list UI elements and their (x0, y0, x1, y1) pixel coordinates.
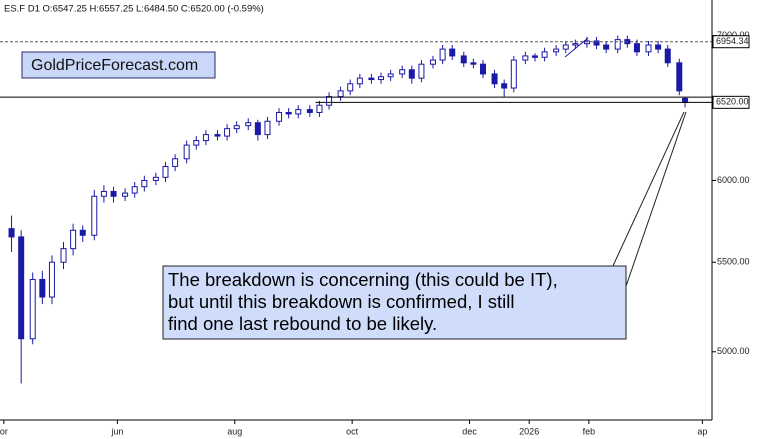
candle-body (682, 97, 689, 103)
candle-body (39, 278, 46, 298)
candle-body (245, 122, 252, 127)
candle-body (337, 90, 344, 98)
candle-body (510, 59, 517, 89)
price-label-box (712, 95, 750, 109)
header: ES.F D1 O:6547.25 H:6557.25 L:6484.50 C:… (4, 4, 264, 15)
candle-body (541, 51, 548, 58)
candle-body (408, 69, 415, 79)
annotation-box (162, 265, 627, 340)
candle-body (378, 76, 385, 81)
price-label: 6520.00 (716, 97, 749, 107)
candle-body (306, 109, 313, 113)
candle-body (491, 73, 498, 85)
candle-body (48, 261, 55, 298)
candle-body (501, 83, 508, 89)
candle-body (295, 109, 302, 115)
candle-body (60, 248, 67, 263)
candle-body (460, 55, 467, 64)
x-tick-label: feb (583, 426, 596, 436)
candle-body (614, 39, 621, 50)
y-tick-label: 7000.00 (717, 30, 750, 40)
candle-body (480, 63, 487, 75)
y-tick-label: 5000.00 (717, 346, 750, 356)
x-tick-label: dec (462, 426, 477, 436)
price-label-box (712, 35, 750, 49)
candle-body (214, 134, 221, 137)
candle-body (122, 192, 129, 197)
candle-body (347, 83, 354, 92)
candle-body (655, 44, 662, 50)
annotation-line: but until this breakdown is confirmed, I… (168, 291, 515, 312)
callout-pointer (611, 111, 685, 269)
x-tick-label: oct (346, 426, 359, 436)
watermark-box (21, 51, 216, 79)
candle-body (553, 48, 560, 53)
price-label: 6954.34 (716, 36, 749, 46)
candle-body (583, 40, 590, 45)
candle-body (183, 144, 190, 160)
x-tick-label: 2026 (519, 426, 539, 436)
candle-body (399, 69, 406, 75)
annotation-line: find one last rebound to be likely. (168, 313, 437, 334)
candle-body (562, 44, 569, 50)
candle-body (316, 104, 323, 113)
candle-body (470, 62, 477, 65)
candle-body (449, 48, 456, 57)
candle-body (100, 190, 107, 197)
trend-line (564, 37, 589, 58)
candle-body (603, 44, 610, 50)
candle-body (193, 140, 200, 146)
x-tick-label: aug (227, 426, 242, 436)
x-tick-label: jun (110, 426, 123, 436)
candle-body (254, 122, 261, 136)
candle-body (18, 236, 25, 340)
candle-body (418, 63, 425, 79)
candle-body (276, 111, 283, 122)
candle-body (676, 62, 683, 92)
annotation-line: The breakdown is concerning (this could … (168, 269, 558, 290)
candle-body (664, 48, 671, 64)
candle-body (285, 111, 292, 115)
candle-body (91, 195, 98, 236)
candle-body (79, 229, 86, 236)
candle-body (131, 186, 138, 194)
candle-body (633, 43, 640, 53)
candle-body (141, 179, 148, 188)
candle-body (8, 228, 15, 238)
candle-body (70, 229, 77, 250)
plot (8, 35, 689, 384)
candle-body (162, 165, 169, 178)
candle-body (202, 134, 209, 142)
candle-body (387, 73, 394, 78)
candle-body (29, 278, 36, 340)
candle-body (152, 176, 159, 181)
candle-body (172, 158, 179, 167)
y-tick-label: 5500.00 (717, 257, 750, 267)
candle-body (429, 59, 436, 65)
candle-body (110, 190, 117, 197)
candle-body (531, 55, 538, 58)
candle-body (326, 96, 333, 106)
candle-body (356, 77, 363, 85)
callout-pointer (623, 111, 687, 293)
candle-body (368, 77, 375, 81)
candle-body (439, 48, 446, 61)
watermark: GoldPriceForecast.com (31, 57, 198, 74)
y-tick-label: 6000.00 (717, 175, 750, 185)
candle-body (645, 44, 652, 53)
candle-body (522, 55, 529, 61)
candle-body (593, 40, 600, 46)
candle-body (224, 128, 231, 137)
candle-body (233, 125, 240, 130)
x-tick-label: ap (697, 426, 707, 436)
candle-body (264, 120, 271, 136)
candle-body (572, 43, 579, 46)
x-tick-label: or (0, 426, 8, 436)
